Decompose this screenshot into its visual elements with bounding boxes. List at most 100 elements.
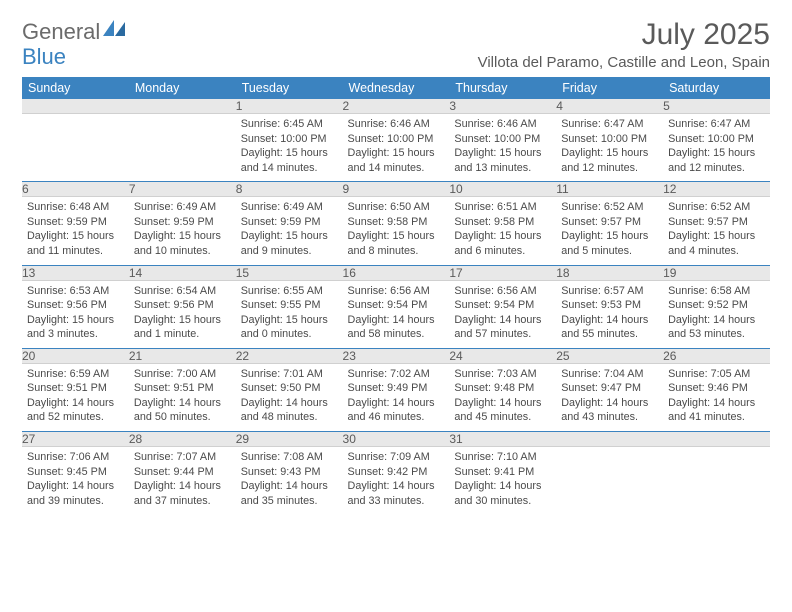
day-cell: Sunrise: 6:52 AMSunset: 9:57 PMDaylight:… bbox=[663, 197, 770, 265]
day-number bbox=[129, 99, 236, 114]
day-info: Sunrise: 7:01 AMSunset: 9:50 PMDaylight:… bbox=[236, 364, 343, 431]
day-number: 4 bbox=[556, 99, 663, 114]
day-cell bbox=[129, 114, 236, 182]
day-info: Sunrise: 6:45 AMSunset: 10:00 PMDaylight… bbox=[236, 114, 343, 181]
day-info: Sunrise: 7:03 AMSunset: 9:48 PMDaylight:… bbox=[449, 364, 556, 431]
day-cell: Sunrise: 7:03 AMSunset: 9:48 PMDaylight:… bbox=[449, 363, 556, 431]
day-cell: Sunrise: 6:58 AMSunset: 9:52 PMDaylight:… bbox=[663, 280, 770, 348]
day-number: 3 bbox=[449, 99, 556, 114]
day-number-row: 12345 bbox=[22, 99, 770, 114]
day-cell: Sunrise: 6:45 AMSunset: 10:00 PMDaylight… bbox=[236, 114, 343, 182]
day-cell: Sunrise: 6:49 AMSunset: 9:59 PMDaylight:… bbox=[236, 197, 343, 265]
day-number-row: 13141516171819 bbox=[22, 265, 770, 280]
day-cell: Sunrise: 6:57 AMSunset: 9:53 PMDaylight:… bbox=[556, 280, 663, 348]
day-info: Sunrise: 7:02 AMSunset: 9:49 PMDaylight:… bbox=[343, 364, 450, 431]
day-cell: Sunrise: 7:10 AMSunset: 9:41 PMDaylight:… bbox=[449, 447, 556, 515]
title-block: July 2025 Villota del Paramo, Castille a… bbox=[478, 18, 770, 71]
day-cell: Sunrise: 6:52 AMSunset: 9:57 PMDaylight:… bbox=[556, 197, 663, 265]
day-content-row: Sunrise: 6:59 AMSunset: 9:51 PMDaylight:… bbox=[22, 363, 770, 431]
day-cell: Sunrise: 6:49 AMSunset: 9:59 PMDaylight:… bbox=[129, 197, 236, 265]
weekday-header: Monday bbox=[129, 77, 236, 99]
day-info: Sunrise: 6:46 AMSunset: 10:00 PMDaylight… bbox=[343, 114, 450, 181]
day-number bbox=[663, 432, 770, 447]
day-number: 6 bbox=[22, 182, 129, 197]
day-cell: Sunrise: 6:47 AMSunset: 10:00 PMDaylight… bbox=[556, 114, 663, 182]
day-info: Sunrise: 7:00 AMSunset: 9:51 PMDaylight:… bbox=[129, 364, 236, 431]
day-number: 19 bbox=[663, 265, 770, 280]
weekday-header: Friday bbox=[556, 77, 663, 99]
day-cell: Sunrise: 6:46 AMSunset: 10:00 PMDaylight… bbox=[343, 114, 450, 182]
weekday-header: Thursday bbox=[449, 77, 556, 99]
day-number-row: 2728293031 bbox=[22, 432, 770, 447]
weekday-header: Tuesday bbox=[236, 77, 343, 99]
day-content-row: Sunrise: 6:53 AMSunset: 9:56 PMDaylight:… bbox=[22, 280, 770, 348]
day-number: 14 bbox=[129, 265, 236, 280]
day-number: 2 bbox=[343, 99, 450, 114]
day-cell bbox=[556, 447, 663, 515]
day-number: 10 bbox=[449, 182, 556, 197]
logo-word-1: General bbox=[22, 19, 100, 44]
day-info: Sunrise: 6:47 AMSunset: 10:00 PMDaylight… bbox=[663, 114, 770, 181]
day-number-row: 20212223242526 bbox=[22, 348, 770, 363]
day-cell: Sunrise: 7:05 AMSunset: 9:46 PMDaylight:… bbox=[663, 363, 770, 431]
weekday-header: Wednesday bbox=[343, 77, 450, 99]
day-info: Sunrise: 6:53 AMSunset: 9:56 PMDaylight:… bbox=[22, 281, 129, 348]
day-cell bbox=[663, 447, 770, 515]
day-cell: Sunrise: 6:56 AMSunset: 9:54 PMDaylight:… bbox=[449, 280, 556, 348]
day-info: Sunrise: 7:05 AMSunset: 9:46 PMDaylight:… bbox=[663, 364, 770, 431]
day-info: Sunrise: 7:04 AMSunset: 9:47 PMDaylight:… bbox=[556, 364, 663, 431]
weekday-header: Saturday bbox=[663, 77, 770, 99]
page-title: July 2025 bbox=[478, 18, 770, 52]
day-number: 12 bbox=[663, 182, 770, 197]
day-number: 25 bbox=[556, 348, 663, 363]
calendar-page: General Blue July 2025 Villota del Param… bbox=[0, 0, 792, 524]
day-info bbox=[129, 114, 236, 138]
weekday-header: Sunday bbox=[22, 77, 129, 99]
day-info: Sunrise: 7:06 AMSunset: 9:45 PMDaylight:… bbox=[22, 447, 129, 514]
day-number: 26 bbox=[663, 348, 770, 363]
day-info: Sunrise: 6:48 AMSunset: 9:59 PMDaylight:… bbox=[22, 197, 129, 264]
day-cell: Sunrise: 6:54 AMSunset: 9:56 PMDaylight:… bbox=[129, 280, 236, 348]
day-cell: Sunrise: 6:59 AMSunset: 9:51 PMDaylight:… bbox=[22, 363, 129, 431]
day-number: 5 bbox=[663, 99, 770, 114]
day-info: Sunrise: 6:46 AMSunset: 10:00 PMDaylight… bbox=[449, 114, 556, 181]
day-info: Sunrise: 6:47 AMSunset: 10:00 PMDaylight… bbox=[556, 114, 663, 181]
day-info: Sunrise: 7:08 AMSunset: 9:43 PMDaylight:… bbox=[236, 447, 343, 514]
day-number: 9 bbox=[343, 182, 450, 197]
day-number: 7 bbox=[129, 182, 236, 197]
day-number: 24 bbox=[449, 348, 556, 363]
day-number: 15 bbox=[236, 265, 343, 280]
weekday-header-row: Sunday Monday Tuesday Wednesday Thursday… bbox=[22, 77, 770, 99]
calendar-table: Sunday Monday Tuesday Wednesday Thursday… bbox=[22, 77, 770, 514]
day-number: 17 bbox=[449, 265, 556, 280]
day-info: Sunrise: 6:57 AMSunset: 9:53 PMDaylight:… bbox=[556, 281, 663, 348]
day-info: Sunrise: 6:52 AMSunset: 9:57 PMDaylight:… bbox=[556, 197, 663, 264]
day-number: 29 bbox=[236, 432, 343, 447]
day-cell bbox=[22, 114, 129, 182]
day-info: Sunrise: 6:55 AMSunset: 9:55 PMDaylight:… bbox=[236, 281, 343, 348]
day-info: Sunrise: 6:59 AMSunset: 9:51 PMDaylight:… bbox=[22, 364, 129, 431]
day-number: 18 bbox=[556, 265, 663, 280]
day-info: Sunrise: 7:10 AMSunset: 9:41 PMDaylight:… bbox=[449, 447, 556, 514]
day-info: Sunrise: 6:52 AMSunset: 9:57 PMDaylight:… bbox=[663, 197, 770, 264]
day-cell: Sunrise: 6:55 AMSunset: 9:55 PMDaylight:… bbox=[236, 280, 343, 348]
day-number: 27 bbox=[22, 432, 129, 447]
day-number: 13 bbox=[22, 265, 129, 280]
day-number: 28 bbox=[129, 432, 236, 447]
day-info: Sunrise: 6:51 AMSunset: 9:58 PMDaylight:… bbox=[449, 197, 556, 264]
logo-sail-icon bbox=[103, 20, 125, 41]
day-number: 16 bbox=[343, 265, 450, 280]
day-info: Sunrise: 6:50 AMSunset: 9:58 PMDaylight:… bbox=[343, 197, 450, 264]
logo-word-2: Blue bbox=[22, 44, 66, 69]
day-number: 30 bbox=[343, 432, 450, 447]
day-info: Sunrise: 6:54 AMSunset: 9:56 PMDaylight:… bbox=[129, 281, 236, 348]
day-info: Sunrise: 7:09 AMSunset: 9:42 PMDaylight:… bbox=[343, 447, 450, 514]
day-cell: Sunrise: 7:01 AMSunset: 9:50 PMDaylight:… bbox=[236, 363, 343, 431]
day-number: 21 bbox=[129, 348, 236, 363]
day-info: Sunrise: 6:49 AMSunset: 9:59 PMDaylight:… bbox=[129, 197, 236, 264]
day-cell: Sunrise: 6:56 AMSunset: 9:54 PMDaylight:… bbox=[343, 280, 450, 348]
header: General Blue July 2025 Villota del Param… bbox=[22, 18, 770, 71]
logo: General Blue bbox=[22, 18, 125, 70]
day-number bbox=[22, 99, 129, 114]
day-number: 1 bbox=[236, 99, 343, 114]
